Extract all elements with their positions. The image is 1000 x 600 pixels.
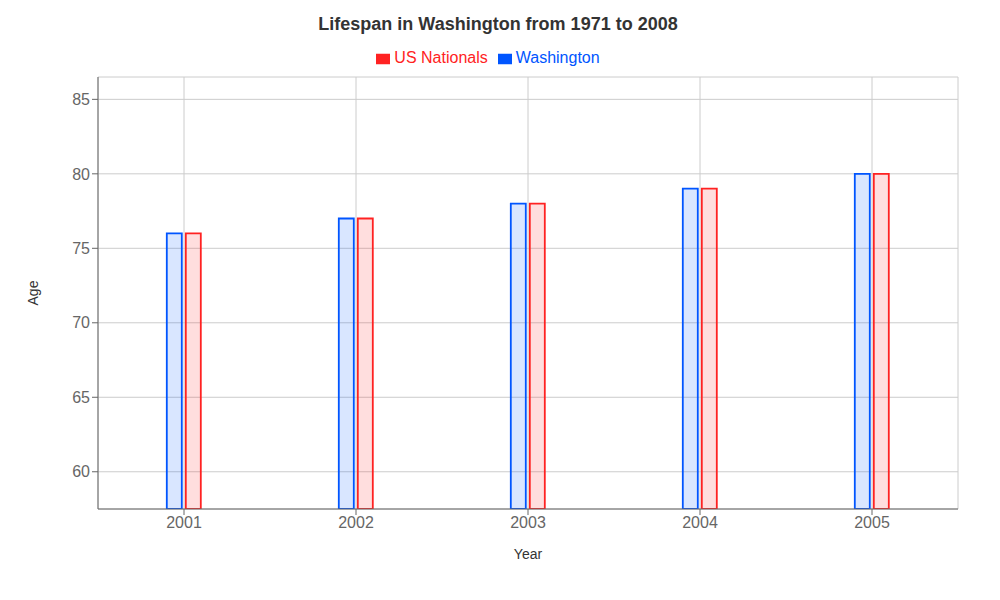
svg-text:80: 80	[72, 166, 90, 183]
svg-text:2003: 2003	[510, 514, 546, 531]
svg-text:2004: 2004	[682, 514, 718, 531]
html-text:Lifespan in Washington from 19: Lifespan in Washington from 1971 to 2008	[318, 14, 678, 34]
svg-text:2001: 2001	[166, 514, 202, 531]
svg-text:75: 75	[72, 240, 90, 257]
svg-text:2002: 2002	[338, 514, 374, 531]
svg-text:85: 85	[72, 91, 90, 108]
svg-text:Year: Year	[514, 546, 543, 562]
svg-text:2005: 2005	[854, 514, 890, 531]
html-text:US Nationals: US Nationals	[394, 49, 488, 66]
svg-text:65: 65	[72, 389, 90, 406]
svg-text:70: 70	[72, 314, 90, 331]
svg-text:60: 60	[72, 463, 90, 480]
svg-text:Age: Age	[25, 280, 41, 305]
html-text:Washington: Washington	[515, 49, 600, 66]
